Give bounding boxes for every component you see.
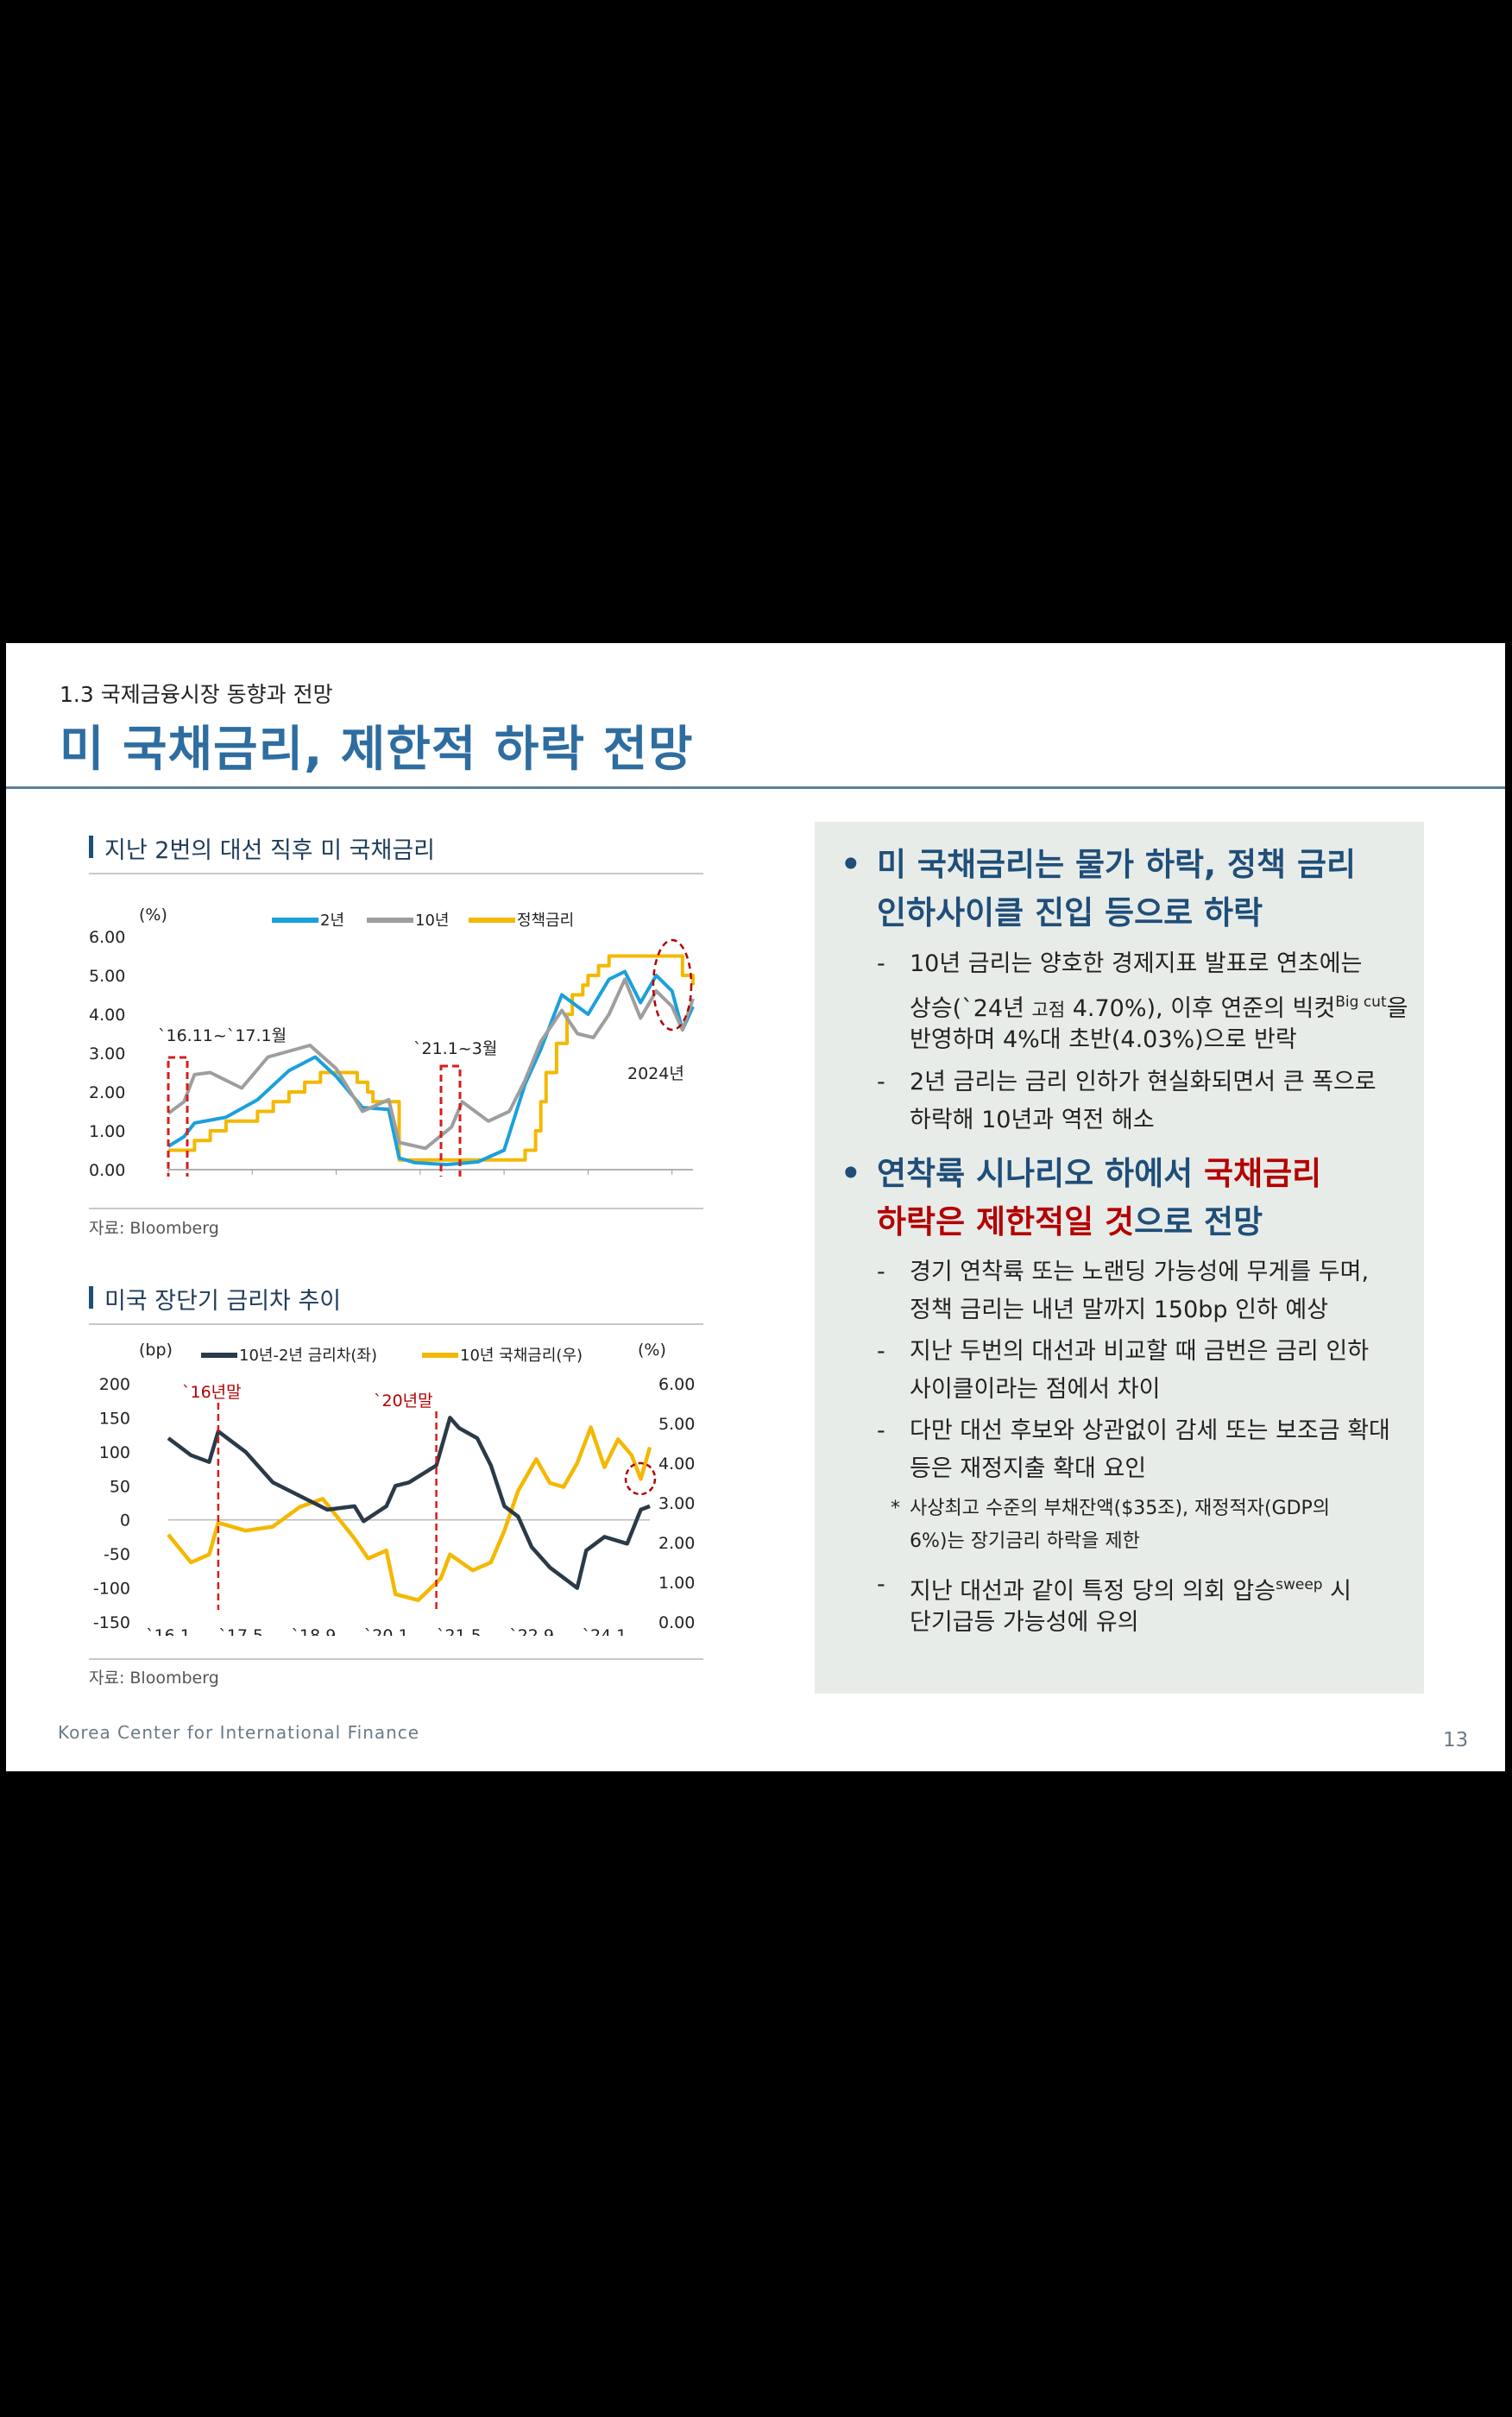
y-tick-label-left: 200	[99, 1375, 130, 1394]
y-tick-label: 4.00	[89, 1006, 125, 1025]
y-tick-label-left: -100	[93, 1580, 130, 1599]
chart-heading-spread: 미국 장단기 금리차 추이	[89, 1282, 341, 1316]
sub-line: 경기 연착륙 또는 노랜딩 가능성에 무게를 두며,	[910, 1259, 1370, 1285]
x-tick-label: `20.1	[364, 1626, 409, 1636]
y-tick-label-left: -50	[104, 1545, 130, 1564]
sub-line: 다만 대선 후보와 상관없이 감세 또는 보조금 확대	[910, 1417, 1390, 1444]
dash: -	[877, 950, 885, 977]
y-tick-label-left: 50	[110, 1477, 130, 1496]
annotation-2016-election: `16.11~`17.1월	[158, 1026, 287, 1045]
dash: -	[877, 1571, 885, 1598]
x-tick-label: `21.5	[437, 1626, 482, 1636]
legend-label-policy: 정책금리	[517, 912, 574, 930]
y-tick-label-right: 6.00	[658, 1375, 695, 1394]
annotation-2016-end: `16년말	[182, 1383, 242, 1402]
y-tick-label: 3.00	[89, 1044, 125, 1063]
legend-label-10y: 10년	[415, 912, 449, 930]
sub-line: 상승(`24년 고점 4.70%), 이후 연준의 빅컷Big cut을	[910, 994, 1408, 1022]
y-tick-label-left: 0	[120, 1511, 130, 1530]
highlight-box-2021	[439, 1064, 462, 1177]
chart-source: 자료: Bloomberg	[89, 1669, 219, 1688]
page-number: 13	[1443, 1729, 1469, 1751]
y-tick-label-right: 2.00	[658, 1534, 695, 1553]
section-label: 1.3 국제금융시장 동향과 전망	[60, 682, 333, 707]
bullet-line: 미 국채금리는 물가 하락, 정책 금리	[877, 846, 1357, 883]
y-tick-label: 6.00	[89, 928, 125, 947]
x-tick-label: `17.5	[218, 1626, 263, 1636]
annotation-2020-end: `20년말	[374, 1392, 433, 1410]
sub-line: 등은 재정지출 확대 요인	[910, 1455, 1147, 1482]
legend-label-2y: 2년	[320, 912, 344, 930]
yield-chart-elections: 0.001.002.003.004.005.006.00 `16.7`17.11…	[89, 906, 695, 1177]
legend-label-spread: 10년-2년 금리차(좌)	[239, 1347, 377, 1365]
bullet-line: 연착륙 시나리오 하에서 국채금리	[877, 1155, 1322, 1192]
y-tick-label-right: 4.00	[658, 1455, 695, 1474]
y-tick-label: 0.00	[89, 1161, 125, 1177]
sub-line: 2년 금리는 금리 인하가 현실화되면서 큰 폭으로	[910, 1069, 1377, 1095]
dash: -	[877, 1338, 885, 1365]
x-tick-label: `16.1	[146, 1626, 191, 1636]
series-line-2y	[167, 969, 695, 1167]
page-title: 미 국채금리, 제한적 하락 전망	[60, 722, 694, 778]
legend: 2년 10년 정책금리	[272, 912, 574, 930]
commentary-panel: • 미 국채금리는 물가 하락, 정책 금리 인하사이클 진입 등으로 하락 -…	[815, 822, 1424, 1694]
series-line-policy	[168, 954, 695, 1162]
y-tick-label: 2.00	[89, 1083, 125, 1102]
y-axis-unit-right: (%)	[638, 1341, 666, 1360]
asterisk: *	[891, 1498, 900, 1519]
y-axis-unit-left: (bp)	[139, 1341, 173, 1360]
bullet-line: 하락은 제한적일 것으로 전망	[877, 1203, 1263, 1240]
chart-source-rule	[89, 1658, 703, 1660]
bullet-dot: •	[841, 846, 861, 883]
sub-line: 지난 대선과 같이 특정 당의 의회 압승sweep 시	[910, 1576, 1352, 1605]
sub-line: 사이클이라는 점에서 차이	[910, 1376, 1161, 1403]
slide: 1.3 국제금융시장 동향과 전망 미 국채금리, 제한적 하락 전망 지난 2…	[6, 643, 1505, 1771]
bullet-dot: •	[841, 1155, 861, 1192]
dash: -	[877, 1417, 885, 1444]
y-tick-label: 1.00	[89, 1122, 125, 1141]
highlight-ellipse-2024	[652, 938, 693, 1032]
x-tick-label: `22.9	[509, 1626, 554, 1636]
y-tick-label-left: 150	[99, 1409, 130, 1428]
sub-line: 단기급등 가능성에 유의	[910, 1609, 1139, 1636]
series-line-10y	[167, 977, 695, 1151]
dash: -	[877, 1259, 885, 1285]
sub-line: 지난 두번의 대선과 비교할 때 금번은 금리 인하	[910, 1338, 1370, 1365]
sub-line: 10년 금리는 양호한 경제지표 발표로 연초에는	[910, 950, 1363, 977]
highlight-box-2016	[167, 1056, 189, 1177]
dash: -	[877, 1069, 885, 1095]
y-tick-label-right: 1.00	[658, 1574, 695, 1593]
y-tick-label: 5.00	[89, 967, 125, 986]
y-axis-unit: (%)	[139, 906, 167, 925]
chart-heading-rule	[89, 873, 703, 874]
chart-heading-rule	[89, 1323, 703, 1325]
spread-chart: -150 -100 -50 0 50 100 150 200 0.00 1.00 2.00 3.00…	[93, 1341, 695, 1636]
series-line-10y	[167, 1425, 652, 1602]
chart-heading-elections: 지난 2번의 대선 직후 미 국채금리	[89, 831, 435, 865]
chart-source-rule	[89, 1208, 703, 1209]
y-tick-label-right: 5.00	[658, 1415, 695, 1434]
x-tick-label: `18.9	[292, 1626, 337, 1636]
title-divider	[6, 786, 1505, 789]
series-line-spread	[167, 1416, 651, 1590]
note-line: 사상최고 수준의 부채잔액($35조), 재정적자(GDP의	[910, 1498, 1331, 1519]
legend-label-10y: 10년 국채금리(우)	[460, 1347, 583, 1365]
footer-organization: Korea Center for International Finance	[58, 1722, 420, 1743]
annotation-2020-election: `21.1~3월	[413, 1039, 497, 1058]
y-tick-label-right: 0.00	[658, 1613, 695, 1632]
chart-source: 자료: Bloomberg	[89, 1219, 219, 1238]
highlight-ellipse-2024	[624, 1461, 657, 1496]
y-tick-label-right: 3.00	[658, 1494, 695, 1513]
note-line: 6%)는 장기금리 하락을 제한	[910, 1530, 1140, 1552]
bullet-line: 인하사이클 진입 등으로 하락	[877, 894, 1263, 931]
y-tick-label-left: -150	[93, 1613, 130, 1632]
x-tick-label: `24.1	[582, 1626, 627, 1636]
y-tick-label-left: 100	[99, 1443, 130, 1462]
sub-line: 하락해 10년과 역전 해소	[910, 1107, 1155, 1133]
annotation-2024: 2024년	[627, 1064, 684, 1083]
sub-line: 정책 금리는 내년 말까지 150bp 인하 예상	[910, 1297, 1329, 1323]
sub-line: 반영하며 4%대 초반(4.03%)으로 반락	[910, 1026, 1297, 1053]
legend: 10년-2년 금리차(좌) 10년 국채금리(우)	[201, 1347, 583, 1365]
